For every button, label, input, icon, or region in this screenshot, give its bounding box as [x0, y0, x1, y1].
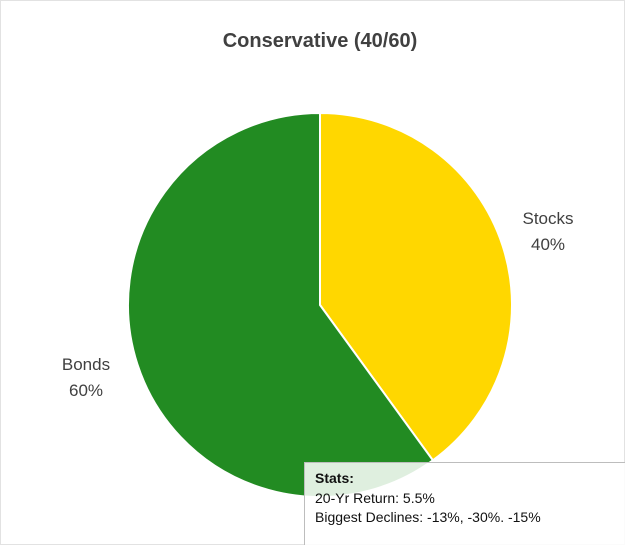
data-label-bonds-name: Bonds	[61, 355, 111, 374]
stats-declines-line: Biggest Declines: -13%, -30%. -15%	[315, 509, 541, 525]
data-label-bonds-value: 60%	[68, 381, 104, 400]
data-label-stocks-value: 40%	[530, 235, 566, 254]
data-label-stocks-name: Stocks	[522, 209, 574, 228]
stats-annotation-box: Stats: 20-Yr Return: 5.5% Biggest Declin…	[304, 462, 625, 545]
data-label-stocks: Stocks 40%	[503, 206, 593, 258]
stats-title: Stats:	[315, 470, 354, 486]
chart-title: Conservative (40/60)	[222, 30, 418, 52]
pie-slice-stocks	[319, 111, 513, 462]
stats-return-line: 20-Yr Return: 5.5%	[315, 490, 435, 506]
data-label-bonds: Bonds 60%	[41, 352, 131, 404]
